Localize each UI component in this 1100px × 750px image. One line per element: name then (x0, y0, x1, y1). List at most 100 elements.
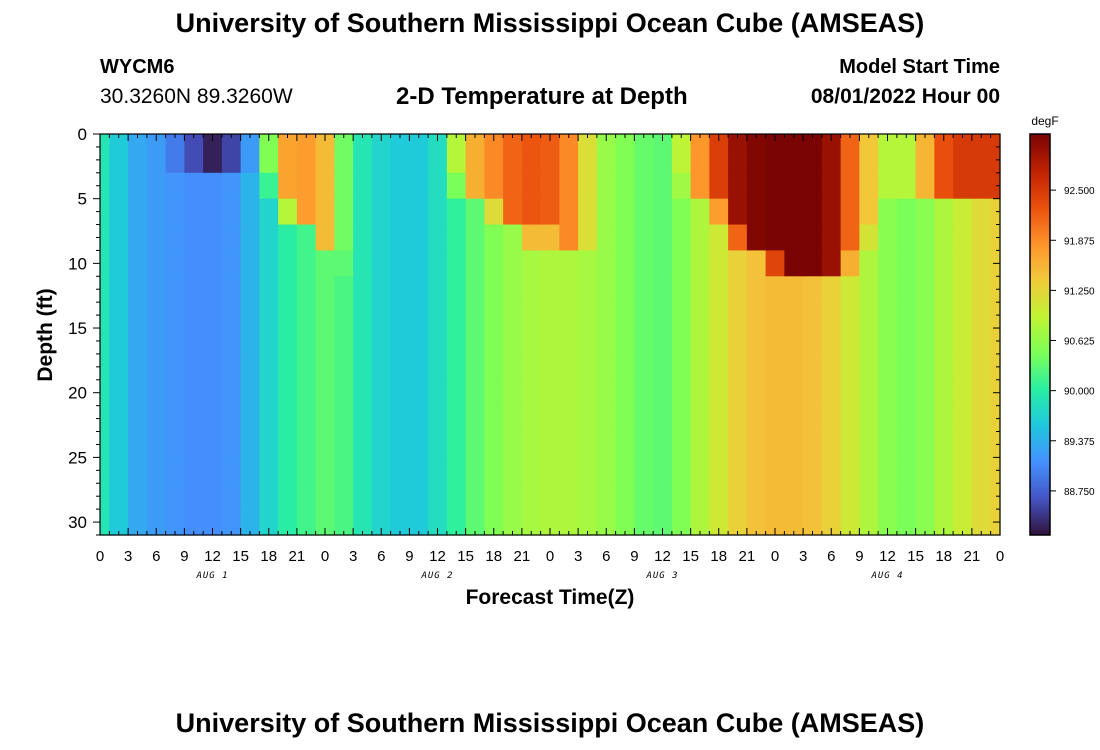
heatmap-cell (971, 250, 992, 277)
heatmap-cell (446, 302, 467, 329)
heatmap-cell (259, 379, 279, 407)
heatmap-cell (765, 198, 785, 226)
y-axis-title: Depth (ft) (34, 288, 57, 381)
heatmap-cell (278, 405, 298, 433)
heatmap-cell (728, 483, 748, 510)
heatmap-cell (615, 431, 635, 458)
heatmap-cell (240, 134, 260, 148)
heatmap-cell (671, 172, 692, 200)
heatmap-cell (540, 353, 560, 381)
heatmap-cell (521, 172, 542, 200)
heatmap-cell (428, 250, 448, 277)
heatmap-cell (953, 198, 973, 226)
x-tick-label: 21 (739, 548, 756, 565)
heatmap-cell (559, 134, 579, 148)
heatmap-cell (971, 509, 992, 530)
heatmap-cell (203, 509, 223, 530)
heatmap-cell (746, 302, 767, 329)
heatmap-cell (315, 353, 335, 381)
heatmap-cell (315, 405, 335, 433)
heatmap-cell (615, 405, 635, 433)
heatmap-cell (596, 328, 617, 355)
heatmap-cell (278, 379, 298, 407)
heatmap-cell (615, 172, 635, 200)
heatmap-cell (709, 224, 729, 252)
heatmap-cell (128, 198, 148, 226)
station-coordinates: 30.3260N 89.3260W (100, 85, 293, 108)
heatmap-cell (465, 457, 485, 484)
heatmap-cell (821, 431, 842, 458)
heatmap-cell (896, 457, 917, 484)
heatmap-cell (296, 457, 317, 484)
heatmap-cell (690, 405, 710, 433)
heatmap-cell (690, 276, 710, 303)
heatmap-cell (390, 431, 410, 458)
heatmap-cell (671, 134, 692, 148)
heatmap-cell (334, 431, 354, 458)
heatmap-cell (615, 250, 635, 277)
heatmap-cell (746, 172, 767, 200)
heatmap-cell (878, 302, 898, 329)
heatmap-cell (728, 276, 748, 303)
heatmap-cell (100, 528, 110, 536)
heatmap-cell (146, 457, 167, 484)
heatmap-cell (521, 302, 542, 329)
heatmap-cell (559, 302, 579, 329)
heatmap-cell (596, 276, 617, 303)
heatmap-cell (465, 431, 485, 458)
heatmap-cell (934, 457, 954, 484)
heatmap-cell (503, 457, 523, 484)
heatmap-cell (465, 134, 485, 148)
heatmap-cell (240, 353, 260, 381)
heatmap-cell (896, 302, 917, 329)
heatmap-cell (371, 328, 392, 355)
heatmap-cell (540, 405, 560, 433)
heatmap-cell (840, 431, 860, 458)
heatmap-cell (484, 457, 504, 484)
heatmap-cell (896, 250, 917, 277)
heatmap-cell (165, 302, 185, 329)
heatmap-cell (840, 250, 860, 277)
heatmap-cell (184, 379, 204, 407)
heatmap-cell (746, 224, 767, 252)
heatmap-cell (840, 224, 860, 252)
heatmap-cell (109, 328, 129, 355)
heatmap-cell (803, 198, 823, 226)
heatmap-cell (221, 172, 242, 200)
heatmap-cell (540, 250, 560, 277)
heatmap-cell (100, 509, 110, 530)
heatmap-cell (878, 276, 898, 303)
heatmap-cell (690, 198, 710, 226)
heatmap-cell (100, 405, 110, 433)
x-tick-label: 12 (654, 548, 671, 565)
heatmap-cell (615, 379, 635, 407)
heatmap-cell (840, 328, 860, 355)
heatmap-cell (278, 172, 298, 200)
heatmap-cell (559, 405, 579, 433)
heatmap-cell (465, 198, 485, 226)
heatmap-cell (765, 146, 785, 174)
heatmap-cell (371, 405, 392, 433)
heatmap-cell (840, 509, 860, 530)
heatmap-cell (821, 457, 842, 484)
heatmap-cell (334, 509, 354, 530)
heatmap-cell (896, 172, 917, 200)
heatmap-cell (859, 328, 879, 355)
heatmap-cell (709, 172, 729, 200)
heatmap-cell (934, 276, 954, 303)
heatmap-cell (203, 457, 223, 484)
heatmap-cell (146, 224, 167, 252)
heatmap-cell (840, 483, 860, 510)
heatmap-cell (446, 353, 467, 381)
heatmap-cell (971, 146, 992, 174)
day-label: AUG 1 (195, 571, 228, 581)
heatmap-cell (634, 250, 654, 277)
x-tick-label: 21 (289, 548, 306, 565)
x-tick-label: 15 (232, 548, 249, 565)
colorbar-tick-label: 91.250 (1064, 286, 1095, 297)
heatmap-cell (465, 483, 485, 510)
heatmap-cell (971, 224, 992, 252)
heatmap-cell (446, 276, 467, 303)
heatmap-cell (109, 172, 129, 200)
